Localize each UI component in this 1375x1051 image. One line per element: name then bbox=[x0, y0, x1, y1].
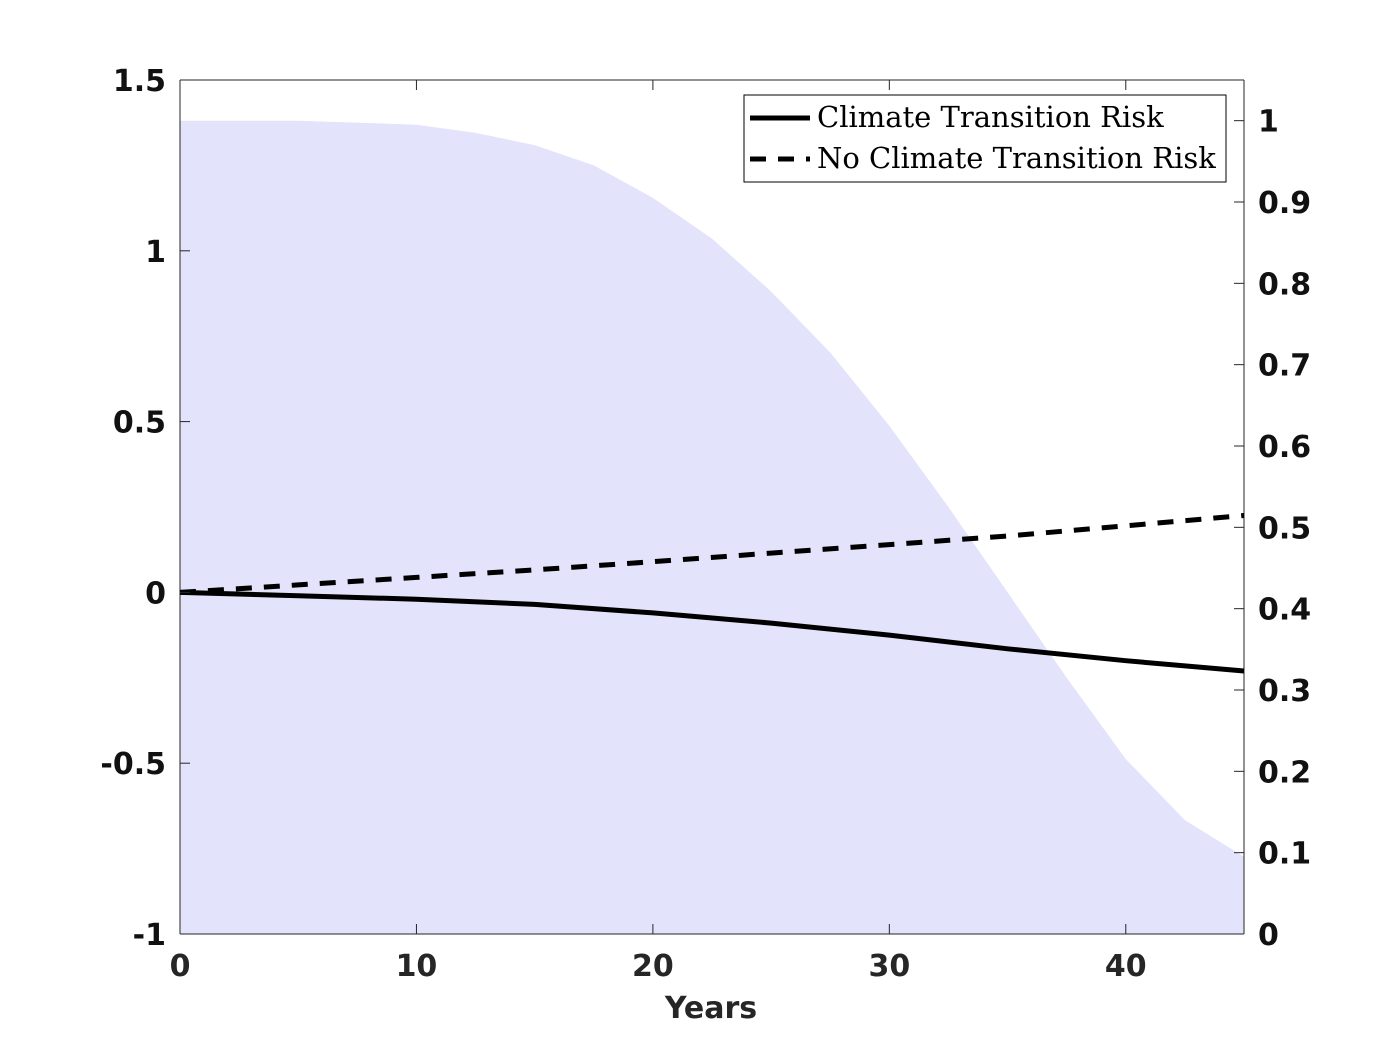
area-layer bbox=[180, 120, 1244, 934]
y2-tick-label: 0.2 bbox=[1258, 755, 1311, 790]
x-tick-label: 0 bbox=[170, 949, 191, 984]
series-line-no-climate-transition-risk bbox=[179, 513, 1245, 595]
legend-label-no-climate-transition-risk: No Climate Transition Risk bbox=[817, 141, 1216, 175]
shaded-area bbox=[180, 120, 1244, 934]
y2-tick-label: 0.3 bbox=[1258, 674, 1311, 709]
y2-tick-label: 0.6 bbox=[1258, 430, 1311, 465]
y2-tick-label: 0 bbox=[1258, 918, 1279, 953]
y-tick-label: 1.5 bbox=[113, 64, 166, 99]
x-tick-label: 30 bbox=[868, 949, 910, 984]
y-tick-label: -1 bbox=[133, 918, 166, 953]
y2-tick-label: 0.4 bbox=[1258, 593, 1311, 628]
y-tick-label: -0.5 bbox=[100, 747, 166, 782]
x-tick-label: 20 bbox=[632, 949, 674, 984]
x-axis-label: Years bbox=[664, 991, 757, 1026]
y2-tick-label: 0.1 bbox=[1258, 837, 1311, 872]
legend-label-climate-transition-risk: Climate Transition Risk bbox=[817, 100, 1164, 134]
ticks-layer: 0 10 20 30 40 -1 -0.5 0 0.5 1 1.5 0 0.1 0.2 0.3 0.4 0.5 0… bbox=[100, 64, 1311, 984]
y2-tick-label: 0.9 bbox=[1258, 186, 1311, 221]
y2-tick-label: 0.7 bbox=[1258, 349, 1311, 384]
y2-tick-label: 1 bbox=[1258, 105, 1279, 140]
y2-tick-label: 0.8 bbox=[1258, 267, 1311, 302]
legend-box bbox=[743, 94, 1227, 183]
y-tick-label: 1 bbox=[145, 235, 166, 270]
y-tick-label: 0 bbox=[145, 576, 166, 611]
legend: Climate Transition Risk No Climate Trans… bbox=[743, 94, 1227, 183]
y-tick-label: 0.5 bbox=[113, 406, 166, 441]
x-tick-label: 10 bbox=[396, 949, 438, 984]
series-line-climate-transition-risk bbox=[179, 589, 1245, 674]
y2-tick-label: 0.5 bbox=[1258, 511, 1311, 546]
x-tick-label: 40 bbox=[1105, 949, 1147, 984]
lines-layer bbox=[179, 513, 1245, 674]
axes-layer bbox=[179, 79, 1245, 935]
